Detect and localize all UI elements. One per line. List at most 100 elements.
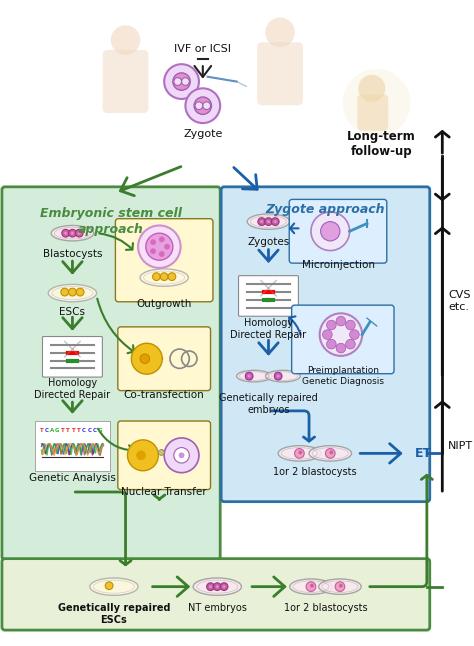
- Circle shape: [173, 73, 190, 90]
- Circle shape: [274, 220, 277, 223]
- Text: G: G: [55, 428, 60, 433]
- FancyBboxPatch shape: [2, 559, 430, 630]
- FancyBboxPatch shape: [238, 276, 299, 317]
- FancyBboxPatch shape: [43, 337, 102, 377]
- Circle shape: [174, 78, 182, 85]
- Text: NIPT: NIPT: [448, 441, 473, 451]
- FancyBboxPatch shape: [118, 327, 210, 391]
- Circle shape: [131, 343, 162, 374]
- Text: T: T: [61, 428, 64, 433]
- Text: ESCs: ESCs: [59, 307, 85, 317]
- Text: C: C: [45, 428, 49, 433]
- FancyBboxPatch shape: [118, 421, 210, 490]
- Circle shape: [168, 273, 176, 280]
- FancyBboxPatch shape: [357, 94, 388, 131]
- Circle shape: [346, 320, 356, 330]
- Circle shape: [105, 582, 113, 590]
- Ellipse shape: [48, 284, 97, 302]
- Text: Zygotes: Zygotes: [247, 237, 290, 247]
- Circle shape: [159, 236, 164, 242]
- Text: IVF or ICSI: IVF or ICSI: [174, 43, 231, 54]
- Text: 1or 2 blastocysts: 1or 2 blastocysts: [273, 467, 356, 477]
- Text: T: T: [72, 428, 75, 433]
- FancyBboxPatch shape: [2, 187, 220, 559]
- Circle shape: [272, 218, 279, 225]
- Text: T: T: [40, 428, 44, 433]
- FancyBboxPatch shape: [103, 50, 148, 113]
- Circle shape: [164, 438, 199, 473]
- Ellipse shape: [140, 269, 188, 286]
- Circle shape: [265, 17, 295, 47]
- Text: Microinjection: Microinjection: [301, 260, 374, 270]
- Circle shape: [69, 229, 76, 237]
- FancyBboxPatch shape: [257, 42, 303, 105]
- Circle shape: [248, 375, 251, 377]
- Text: Nuclear Transfer: Nuclear Transfer: [121, 487, 207, 497]
- Circle shape: [71, 232, 74, 234]
- Ellipse shape: [247, 214, 290, 229]
- Text: Homology
Directed Repair: Homology Directed Repair: [35, 378, 110, 400]
- Circle shape: [343, 69, 410, 136]
- Circle shape: [159, 251, 164, 257]
- Text: C: C: [87, 428, 91, 433]
- Circle shape: [140, 354, 150, 364]
- Circle shape: [264, 218, 273, 225]
- FancyBboxPatch shape: [35, 421, 109, 471]
- Circle shape: [160, 273, 168, 280]
- Circle shape: [320, 222, 340, 241]
- Ellipse shape: [237, 370, 272, 382]
- Text: ET: ET: [415, 447, 432, 460]
- Circle shape: [69, 288, 76, 296]
- Circle shape: [326, 448, 335, 458]
- Circle shape: [150, 239, 156, 245]
- Circle shape: [111, 25, 140, 55]
- Circle shape: [216, 585, 219, 588]
- Text: CVS
etc.: CVS etc.: [448, 290, 471, 311]
- Text: T: T: [77, 428, 81, 433]
- Circle shape: [350, 329, 359, 339]
- Circle shape: [213, 583, 221, 590]
- Circle shape: [246, 372, 253, 380]
- Ellipse shape: [290, 579, 332, 594]
- Text: Embryonic stem cell
approach: Embryonic stem cell approach: [40, 207, 182, 236]
- Circle shape: [322, 329, 332, 339]
- Circle shape: [327, 320, 336, 330]
- Circle shape: [306, 582, 316, 592]
- Text: Co-transfection: Co-transfection: [124, 390, 205, 400]
- Ellipse shape: [90, 578, 138, 596]
- Circle shape: [223, 585, 226, 588]
- Circle shape: [153, 273, 160, 280]
- Text: Homology
Directed Repair: Homology Directed Repair: [230, 318, 307, 340]
- Circle shape: [158, 450, 164, 455]
- Circle shape: [185, 89, 220, 123]
- Circle shape: [62, 229, 70, 237]
- Circle shape: [277, 375, 280, 377]
- Text: NT embryos: NT embryos: [188, 603, 247, 613]
- Ellipse shape: [319, 579, 361, 594]
- Text: Long-term
follow-up: Long-term follow-up: [347, 130, 416, 158]
- Text: Blastocysts: Blastocysts: [43, 249, 102, 258]
- Circle shape: [336, 343, 346, 353]
- Text: T: T: [66, 428, 70, 433]
- Circle shape: [136, 450, 146, 460]
- Ellipse shape: [51, 225, 94, 241]
- Circle shape: [299, 450, 302, 454]
- Text: Preimplantation
Genetic Diagnosis: Preimplantation Genetic Diagnosis: [302, 366, 384, 386]
- Ellipse shape: [265, 370, 301, 382]
- Circle shape: [358, 75, 385, 102]
- Ellipse shape: [309, 446, 352, 461]
- Circle shape: [311, 212, 350, 251]
- Circle shape: [174, 448, 189, 463]
- Circle shape: [327, 339, 336, 349]
- Text: Zygote approach: Zygote approach: [266, 203, 385, 216]
- Circle shape: [267, 220, 270, 223]
- Circle shape: [78, 232, 81, 234]
- Circle shape: [319, 313, 362, 356]
- FancyBboxPatch shape: [289, 200, 387, 263]
- Circle shape: [335, 582, 345, 592]
- FancyBboxPatch shape: [221, 187, 430, 502]
- FancyBboxPatch shape: [292, 305, 394, 373]
- Circle shape: [146, 233, 173, 260]
- Circle shape: [179, 452, 184, 458]
- Circle shape: [194, 97, 211, 114]
